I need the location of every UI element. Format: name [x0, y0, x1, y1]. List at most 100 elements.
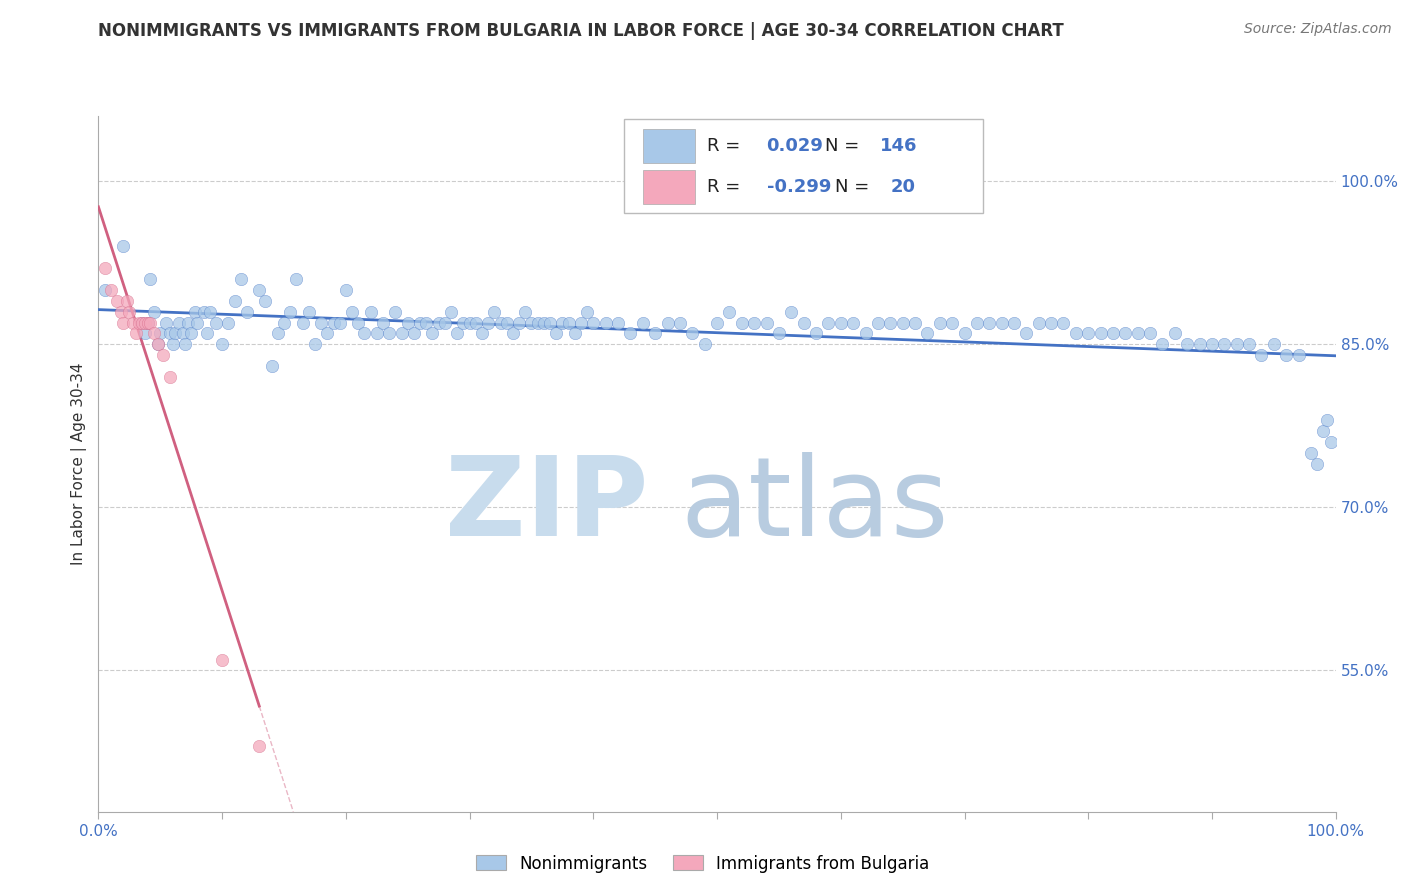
Text: R =: R =: [707, 178, 747, 196]
Point: [669, 316, 692, 330]
Point: [217, 316, 239, 330]
Point: [1077, 326, 1099, 341]
FancyBboxPatch shape: [643, 170, 695, 204]
Point: [631, 316, 654, 330]
Point: [184, 304, 207, 318]
Point: [551, 316, 574, 330]
Point: [569, 316, 592, 330]
Text: N =: N =: [835, 178, 875, 196]
Text: N =: N =: [825, 137, 865, 155]
Point: [966, 316, 988, 330]
Point: [149, 326, 172, 341]
Point: [143, 326, 166, 341]
FancyBboxPatch shape: [643, 129, 695, 163]
Point: [607, 316, 630, 330]
Point: [515, 304, 537, 318]
Point: [186, 316, 208, 330]
Point: [205, 316, 228, 330]
Point: [427, 316, 450, 330]
Point: [904, 316, 927, 330]
Point: [124, 326, 146, 341]
Point: [146, 337, 169, 351]
Point: [340, 304, 363, 318]
Text: atlas: atlas: [681, 452, 949, 559]
Point: [353, 326, 375, 341]
Point: [159, 326, 181, 341]
Point: [174, 337, 197, 351]
Point: [879, 316, 901, 330]
Point: [693, 337, 716, 351]
Point: [165, 326, 187, 341]
Point: [162, 337, 184, 351]
Point: [1052, 316, 1074, 330]
Point: [780, 304, 803, 318]
Point: [224, 293, 246, 308]
Point: [817, 316, 839, 330]
Point: [941, 316, 963, 330]
Point: [1188, 337, 1211, 351]
Point: [1126, 326, 1149, 341]
Point: [793, 316, 815, 330]
Point: [211, 652, 233, 666]
Point: [254, 293, 277, 308]
Point: [917, 326, 939, 341]
Point: [1312, 424, 1334, 438]
Point: [582, 316, 605, 330]
Point: [619, 326, 641, 341]
Point: [176, 316, 198, 330]
Point: [1102, 326, 1125, 341]
Text: Source: ZipAtlas.com: Source: ZipAtlas.com: [1244, 22, 1392, 37]
Point: [360, 304, 382, 318]
Point: [953, 326, 976, 341]
Point: [1319, 435, 1341, 450]
Point: [458, 316, 481, 330]
Point: [193, 304, 215, 318]
Text: 20: 20: [890, 178, 915, 196]
Point: [134, 316, 156, 330]
Point: [706, 316, 728, 330]
Point: [979, 316, 1001, 330]
Point: [146, 337, 169, 351]
Point: [1164, 326, 1187, 341]
Point: [291, 316, 314, 330]
Point: [110, 304, 132, 318]
Point: [477, 316, 499, 330]
Point: [433, 316, 456, 330]
Point: [768, 326, 790, 341]
Point: [718, 304, 741, 318]
Point: [335, 283, 357, 297]
Point: [489, 316, 512, 330]
Point: [1139, 326, 1161, 341]
Point: [804, 326, 827, 341]
Point: [247, 283, 270, 297]
Point: [453, 316, 475, 330]
Point: [384, 304, 406, 318]
Point: [180, 326, 202, 341]
Point: [167, 316, 190, 330]
Point: [105, 293, 128, 308]
Point: [391, 326, 413, 341]
Text: -0.299: -0.299: [766, 178, 831, 196]
Point: [260, 359, 283, 373]
Text: 146: 146: [880, 137, 918, 155]
Point: [298, 304, 321, 318]
Point: [329, 316, 352, 330]
Point: [1263, 337, 1285, 351]
Point: [595, 316, 617, 330]
Point: [211, 337, 233, 351]
Point: [415, 316, 437, 330]
Point: [464, 316, 486, 330]
Point: [502, 326, 524, 341]
Point: [564, 326, 586, 341]
Point: [273, 316, 295, 330]
Point: [322, 316, 344, 330]
Point: [1213, 337, 1236, 351]
Point: [378, 326, 401, 341]
Point: [657, 316, 679, 330]
Point: [644, 326, 666, 341]
Point: [229, 272, 252, 286]
Point: [1175, 337, 1198, 351]
Point: [742, 316, 765, 330]
Point: [484, 304, 506, 318]
Point: [159, 370, 181, 384]
